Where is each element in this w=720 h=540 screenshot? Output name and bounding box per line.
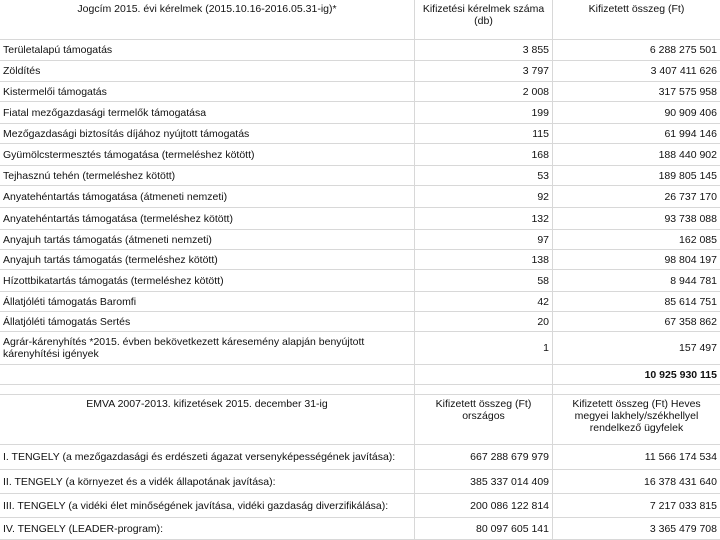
table-cell: Kifizetett összeg (Ft) országos bbox=[415, 395, 553, 444]
blank-row bbox=[0, 385, 720, 395]
table-cell: 1 bbox=[415, 332, 553, 364]
table-cell: Jogcím 2015. évi kérelmek (2015.10.16-20… bbox=[0, 0, 415, 39]
table-cell: Állatjóléti támogatás Baromfi bbox=[0, 292, 415, 311]
table-cell: Anyatehéntartás támogatása (termeléshez … bbox=[0, 208, 415, 229]
table-cell: Területalapú támogatás bbox=[0, 40, 415, 60]
table-cell: 61 994 146 bbox=[664, 127, 717, 140]
table-cell: 3 365 479 708 bbox=[649, 522, 717, 535]
data-row: Gyümölcstermesztés támogatása (termelésh… bbox=[0, 144, 720, 166]
table-cell: IV. TENGELY (LEADER-program): bbox=[0, 518, 415, 539]
table-cell: 98 804 197 bbox=[664, 253, 717, 266]
header-row: Jogcím 2015. évi kérelmek (2015.10.16-20… bbox=[0, 0, 720, 40]
table-cell: 200 086 122 814 bbox=[415, 494, 553, 517]
data-row: Anyatehéntartás támogatása (termeléshez … bbox=[0, 208, 720, 230]
table-cell: Hízottbikatartás támogatás (termeléshez … bbox=[0, 270, 415, 291]
table-cell: 667 288 679 979 bbox=[415, 445, 553, 469]
table-cell bbox=[0, 385, 415, 394]
table-cell: Anyajuh tartás támogatás (termeléshez kö… bbox=[0, 250, 415, 269]
total-row: 10 925 930 115 bbox=[0, 365, 720, 385]
table-cell: 132 bbox=[415, 208, 553, 229]
table-cell: Tejhasznú tehén (termeléshez kötött) bbox=[0, 166, 415, 185]
table-cell: Gyümölcstermesztés támogatása (termelésh… bbox=[0, 144, 415, 165]
table-cell: Anyatehéntartás támogatása (átmeneti nem… bbox=[0, 186, 415, 207]
table-cell: Kistermelői támogatás bbox=[0, 82, 415, 101]
table-cell: 85 614 751 bbox=[664, 295, 717, 308]
table-cell: 92 bbox=[415, 186, 553, 207]
table-cell: Zöldítés bbox=[0, 61, 415, 81]
table-cell: 67 358 862 bbox=[664, 315, 717, 328]
table-cell: 168 bbox=[415, 144, 553, 165]
table-cell: 20 bbox=[415, 312, 553, 331]
data-row: Fiatal mezőgazdasági termelők támogatása… bbox=[0, 102, 720, 124]
data-row: Agrár-kárenyhítés *2015. évben bekövetke… bbox=[0, 332, 720, 365]
table-cell: 3 855 bbox=[415, 40, 553, 60]
data-row: Tejhasznú tehén (termeléshez kötött) 53 18… bbox=[0, 166, 720, 186]
table-cell: 42 bbox=[415, 292, 553, 311]
table-cell: Kifizetett összeg (Ft) bbox=[588, 3, 685, 15]
data-row: Kistermelői támogatás 2 008 317 575 958 bbox=[0, 82, 720, 102]
table-cell bbox=[415, 385, 553, 394]
data-row: Anyajuh tartás támogatás (átmeneti nemze… bbox=[0, 230, 720, 250]
header-row: EMVA 2007-2013. kifizetések 2015. decemb… bbox=[0, 395, 720, 445]
table-cell: 7 217 033 815 bbox=[649, 499, 717, 512]
table-cell bbox=[0, 365, 415, 384]
table-cell: 2 008 bbox=[415, 82, 553, 101]
data-row: Mezőgazdasági biztosítás díjához nyújtot… bbox=[0, 124, 720, 144]
table-cell: 16 378 431 640 bbox=[644, 475, 717, 488]
data-row: IV. TENGELY (LEADER-program): 80 097 605 … bbox=[0, 518, 720, 540]
table-cell: 199 bbox=[415, 102, 553, 123]
table-cell bbox=[415, 365, 553, 384]
table-cell: 53 bbox=[415, 166, 553, 185]
table-cell: 97 bbox=[415, 230, 553, 249]
table-cell: Állatjóléti támogatás Sertés bbox=[0, 312, 415, 331]
table-cell: 11 566 174 534 bbox=[644, 451, 717, 463]
table-cell: 115 bbox=[415, 124, 553, 143]
data-row: Anyajuh tartás támogatás (termeléshez kö… bbox=[0, 250, 720, 270]
data-row: Állatjóléti támogatás Baromfi 42 85 614 75… bbox=[0, 292, 720, 312]
data-row: Anyatehéntartás támogatása (átmeneti nem… bbox=[0, 186, 720, 208]
table-cell: 58 bbox=[415, 270, 553, 291]
data-row: Hízottbikatartás támogatás (termeléshez … bbox=[0, 270, 720, 292]
table-cell: II. TENGELY (a környezet és a vidék álla… bbox=[0, 470, 415, 493]
table-cell: 3 407 411 626 bbox=[650, 65, 717, 77]
data-row: I. TENGELY (a mezőgazdasági és erdészeti… bbox=[0, 445, 720, 470]
table-cell: Fiatal mezőgazdasági termelők támogatása bbox=[0, 102, 415, 123]
table-cell: 162 085 bbox=[679, 233, 717, 246]
table-cell: 3 797 bbox=[415, 61, 553, 81]
data-row: Területalapú támogatás 3 855 6 288 275 501 bbox=[0, 40, 720, 61]
table-cell: 157 497 bbox=[679, 342, 717, 354]
table-cell: Agrár-kárenyhítés *2015. évben bekövetke… bbox=[0, 332, 415, 364]
table-cell: Mezőgazdasági biztosítás díjához nyújtot… bbox=[0, 124, 415, 143]
table-cell: I. TENGELY (a mezőgazdasági és erdészeti… bbox=[0, 445, 415, 469]
data-row: Állatjóléti támogatás Sertés 20 67 358 862 bbox=[0, 312, 720, 332]
table-cell: 317 575 958 bbox=[658, 85, 717, 98]
table-cell: Kifizetett összeg (Ft) Heves megyei lakh… bbox=[572, 398, 701, 434]
table-cell: Anyajuh tartás támogatás (átmeneti nemze… bbox=[0, 230, 415, 249]
data-row: Zöldítés 3 797 3 407 411 626 bbox=[0, 61, 720, 82]
table-cell: 385 337 014 409 bbox=[415, 470, 553, 493]
table-cell: EMVA 2007-2013. kifizetések 2015. decemb… bbox=[0, 395, 415, 444]
data-row: II. TENGELY (a környezet és a vidék álla… bbox=[0, 470, 720, 494]
table-cell: 26 737 170 bbox=[664, 190, 717, 203]
table-cell: 93 738 088 bbox=[664, 212, 717, 225]
table-cell: Kifizetési kérelmek száma (db) bbox=[415, 0, 553, 39]
table-cell: 10 925 930 115 bbox=[644, 368, 717, 381]
table-cell: 80 097 605 141 bbox=[415, 518, 553, 539]
table-cell bbox=[553, 385, 720, 394]
data-row: III. TENGELY (a vidéki élet minőségének … bbox=[0, 494, 720, 518]
table-cell: 188 440 902 bbox=[658, 148, 717, 161]
table-cell: 8 944 781 bbox=[670, 274, 717, 287]
table-cell: 189 805 145 bbox=[658, 169, 717, 182]
table-cell: 138 bbox=[415, 250, 553, 269]
table-cell: 6 288 275 501 bbox=[649, 44, 717, 56]
table-cell: 90 909 406 bbox=[664, 106, 717, 119]
table-cell: III. TENGELY (a vidéki élet minőségének … bbox=[0, 494, 415, 517]
